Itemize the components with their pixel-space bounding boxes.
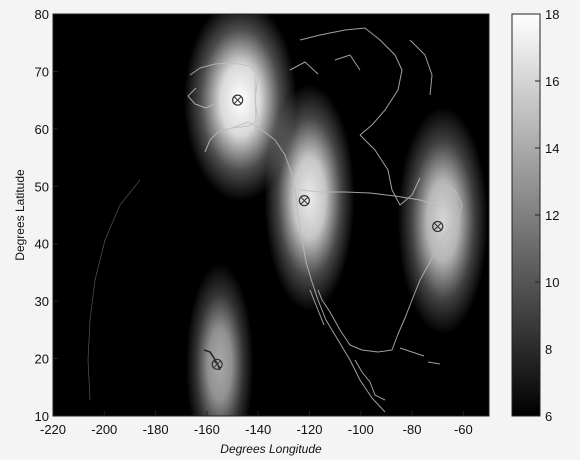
y-tick-label: 40 xyxy=(35,237,49,252)
x-tick-label: -140 xyxy=(245,422,271,437)
y-axis-label: Degrees Latitude xyxy=(13,169,27,261)
y-tick-label: 10 xyxy=(35,409,49,424)
colorbar-tick-label: 8 xyxy=(545,342,552,357)
y-tick-label: 60 xyxy=(35,122,49,137)
colorbar-tick-label: 16 xyxy=(545,74,559,89)
colorbar-tick-label: 12 xyxy=(545,208,559,223)
plot-area xyxy=(53,0,489,460)
hotspot-2 xyxy=(398,107,488,334)
colorbar-tick-label: 14 xyxy=(545,141,559,156)
x-tick-label: -200 xyxy=(91,422,117,437)
colorbar-tick-label: 10 xyxy=(545,275,559,290)
y-tick-label: 50 xyxy=(35,179,49,194)
x-tick-label: -60 xyxy=(454,422,473,437)
x-tick-label: -120 xyxy=(296,422,322,437)
x-tick-label: -160 xyxy=(194,422,220,437)
y-tick-label: 30 xyxy=(35,294,49,309)
x-tick-label: -180 xyxy=(143,422,169,437)
y-tick-label: 20 xyxy=(35,352,49,367)
x-axis-label: Degrees Longitude xyxy=(220,442,322,456)
colorbar-tick-label: 6 xyxy=(545,409,552,424)
y-tick-label: 80 xyxy=(35,7,49,22)
hotspot-1 xyxy=(264,84,354,311)
colorbar: 6 8 10 12 14 16 18 xyxy=(512,7,559,424)
x-tick-label: -100 xyxy=(348,422,374,437)
y-tick-label: 70 xyxy=(35,64,49,79)
colorbar-tick-label: 18 xyxy=(545,7,559,22)
x-tick-label: -220 xyxy=(40,422,66,437)
x-tick-label: -80 xyxy=(403,422,422,437)
